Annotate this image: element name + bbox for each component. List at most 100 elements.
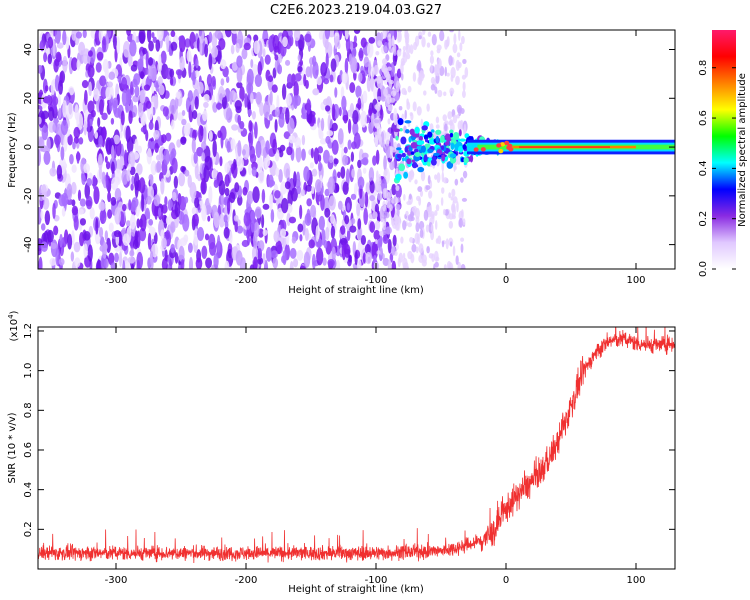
heatmap-cell [198,30,202,37]
heatmap-cell [316,76,322,86]
heatmap-cell [148,40,154,52]
heatmap-cell [455,59,460,72]
heatmap-cell [375,50,380,56]
heatmap-cell [375,179,379,191]
heatmap-cell [324,30,331,40]
heatmap-cell [427,131,433,138]
heatmap-cell [71,164,77,173]
heatmap-cell [101,36,107,53]
heatmap-cell [324,105,331,112]
heatmap-cell [396,49,402,57]
heatmap-cell [246,190,254,205]
heatmap-cell [418,72,422,79]
heatmap-cell [40,210,44,220]
heatmap-cell [437,89,443,98]
heatmap-cell [427,31,432,37]
heatmap-cell [194,197,200,209]
heatmap-cell [401,157,405,162]
heatmap-cell [170,30,176,38]
heatmap-cell [38,148,41,166]
heatmap-cell [277,64,283,75]
heatmap-cell [366,76,372,92]
heatmap-cell [87,244,93,263]
heatmap-cell [418,35,422,40]
heatmap-cell [370,66,375,78]
heatmap-cell [169,98,177,115]
heatmap-cell [78,41,86,56]
heatmap-cell [448,192,452,199]
heatmap-cell [430,129,435,133]
heatmap-cell [360,110,367,128]
heatmap-cell [383,155,387,171]
heatmap-cell [156,30,164,42]
heatmap-cell [347,118,352,134]
heatmap-cell [231,61,238,71]
heatmap-cell [119,155,124,170]
heatmap-cell [257,257,264,265]
heatmap-cell [409,128,415,136]
heatmap-cell [293,30,301,42]
heatmap-cell [455,75,460,86]
heatmap-cell [128,199,132,211]
heatmap-cell [88,81,93,97]
heatmap-cell [390,90,397,97]
heatmap-cell [127,256,136,264]
heatmap-cell [77,189,82,202]
heatmap-cell [435,124,440,129]
heatmap-cell [374,220,381,231]
heatmap-cell [348,255,352,263]
heatmap-cell [173,175,179,189]
heatmap-cell [97,117,101,128]
heatmap-cell [452,132,460,140]
heatmap-cell [327,259,335,267]
heatmap-cell [253,231,258,249]
heatmap-cell [178,35,185,43]
heatmap-cell [236,225,244,234]
heatmap-cell [171,148,177,159]
heatmap-cell [214,30,222,39]
snr-panel: -300 -200 -100 0 100 0.2 0.4 0.6 0.8 1.0 1.2 Heig… [7,310,676,595]
heatmap-cell [356,203,361,217]
heatmap-cell [415,222,420,233]
heatmap-cell [145,129,149,142]
heatmap-cell [136,259,141,269]
colorbar-tick-label: 0.2 [698,211,709,227]
heatmap-cell [397,257,401,268]
heatmap-cell [170,243,175,253]
heatmap-cell [243,42,251,51]
heatmap-cell [230,138,236,151]
heatmap-cell [384,226,392,235]
heatmap-cell [208,185,213,204]
heatmap-cell [362,90,368,104]
heatmap-cell [442,177,449,184]
heatmap-cell [394,251,398,256]
heatmap-cell [106,30,112,38]
heatmap-cell [448,55,453,66]
heatmap-cell [389,79,394,85]
heatmap-cell [368,36,376,44]
heatmap-cell [121,76,128,90]
heatmap-cell [424,138,429,143]
heatmap-cell [295,145,302,163]
heatmap-cell [110,117,115,125]
heatmap-cell [99,208,107,224]
heatmap-cell [114,207,121,225]
heatmap-cell [434,220,438,230]
heatmap-cell [398,163,406,172]
heatmap-cell [343,146,348,154]
heatmap-cell [397,118,404,126]
heatmap-cell [435,238,439,244]
heatmap-cell [395,173,402,181]
heatmap-cell [138,30,146,44]
heatmap-cell [138,227,147,242]
heatmap-cell [211,133,218,141]
heatmap-cell [40,223,46,231]
heatmap-cell [319,130,324,140]
heatmap-cell [79,198,86,207]
heatmap-cell [379,246,383,256]
heatmap-cell [43,52,48,63]
heatmap-cell [218,180,226,196]
heatmap-cell [105,161,111,170]
heatmap-cell [350,193,357,200]
heatmap-cell [279,144,286,152]
